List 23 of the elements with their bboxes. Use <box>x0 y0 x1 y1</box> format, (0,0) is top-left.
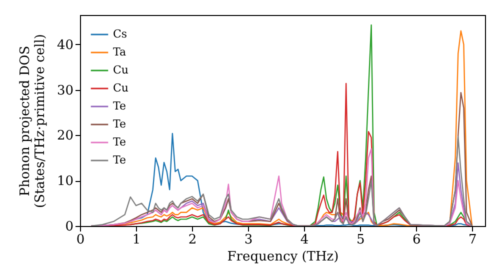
legend-label: Cu <box>113 82 129 94</box>
legend-label: Ta <box>113 46 126 58</box>
y-tick-label: 10 <box>56 174 74 190</box>
y-tick-label: 40 <box>56 38 74 53</box>
y-axis-title: Phonon projected DOS (States/THz·primitive cell) <box>18 34 48 208</box>
x-tick-label: 3 <box>244 232 253 248</box>
x-tick-label: 7 <box>468 232 477 248</box>
x-tick-label: 4 <box>300 232 309 248</box>
legend-label: Te <box>113 136 126 148</box>
legend-label: Te <box>113 118 126 130</box>
y-tick-label: 20 <box>56 128 74 144</box>
x-tick-label: 1 <box>132 232 141 248</box>
x-tick-label: 2 <box>188 232 197 248</box>
y-tick-label: 0 <box>65 220 74 234</box>
x-axis-title: Frequency (THz) <box>227 250 339 264</box>
x-tick-label: 6 <box>412 232 421 248</box>
legend-label: Te <box>113 154 126 166</box>
y-tick-label: 30 <box>56 83 74 98</box>
x-tick-label: 5 <box>356 232 365 248</box>
legend-label: Te <box>113 100 126 112</box>
x-tick-label: 0 <box>76 232 85 248</box>
legend-label: Cs <box>113 28 128 40</box>
legend-label: Cu <box>113 64 129 76</box>
